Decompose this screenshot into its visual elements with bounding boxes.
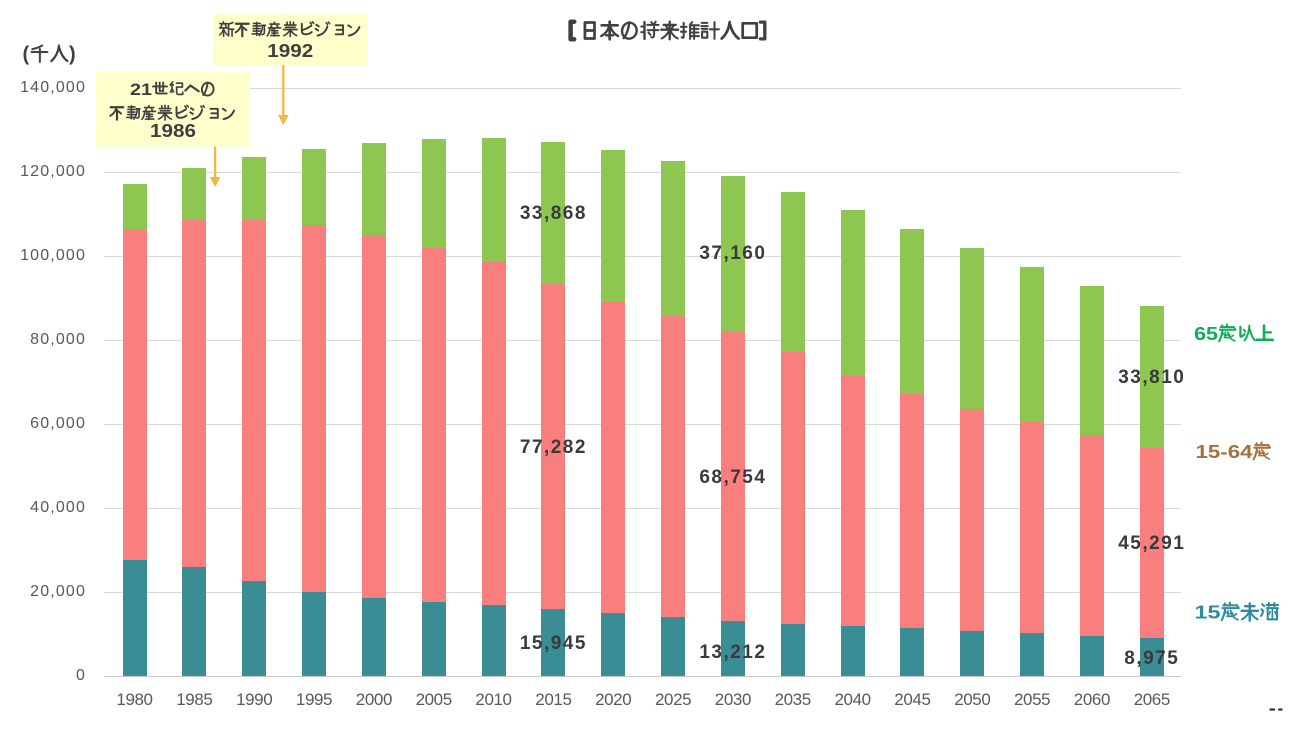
- svg-text:15: 15: [1195, 603, 1221, 623]
- svg-text:): ): [69, 44, 76, 66]
- svg-text:1986: 1986: [150, 121, 196, 141]
- svg-text:65: 65: [1194, 324, 1218, 344]
- svg-text:(: (: [23, 44, 30, 66]
- svg-text:21: 21: [130, 80, 152, 99]
- svg-text:1992: 1992: [267, 41, 313, 61]
- svg-text:15-64: 15-64: [1196, 442, 1253, 462]
